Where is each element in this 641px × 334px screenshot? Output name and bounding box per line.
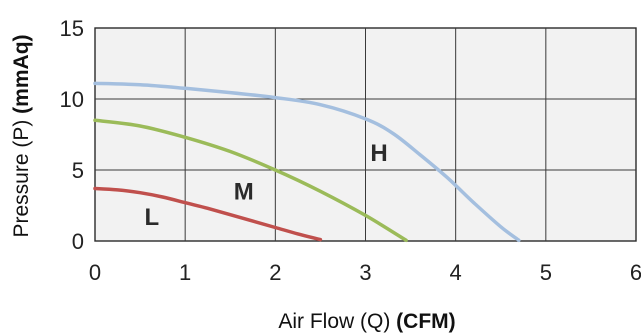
y-axis-title: Pressure (P) (mmAq) (10, 34, 33, 237)
y-tick-label: 15 (60, 16, 84, 41)
y-axis-unit: (mmAq) (10, 34, 33, 113)
x-axis-title-text: Air Flow (Q) (278, 310, 396, 333)
x-tick-label: 1 (179, 260, 191, 285)
curve-label-h: H (370, 140, 387, 167)
curve-label-m: M (234, 178, 254, 205)
y-tick-label: 5 (72, 158, 84, 183)
y-tick-label: 10 (60, 87, 84, 112)
x-tick-label: 0 (89, 260, 101, 285)
x-tick-labels: 0 1 2 3 4 5 6 (89, 260, 641, 285)
x-axis-unit: (CFM) (396, 310, 455, 333)
x-tick-label: 4 (450, 260, 462, 285)
x-tick-label: 6 (630, 260, 641, 285)
x-tick-label: 5 (540, 260, 552, 285)
y-tick-labels: 0 5 10 15 (60, 16, 84, 254)
y-axis-title-text: Pressure (P) (10, 114, 33, 238)
y-tick-label: 0 (72, 229, 84, 254)
x-tick-label: 3 (359, 260, 371, 285)
x-axis-title: Air Flow (Q) (CFM) (278, 310, 455, 333)
x-tick-label: 2 (269, 260, 281, 285)
curve-label-l: L (144, 204, 159, 231)
